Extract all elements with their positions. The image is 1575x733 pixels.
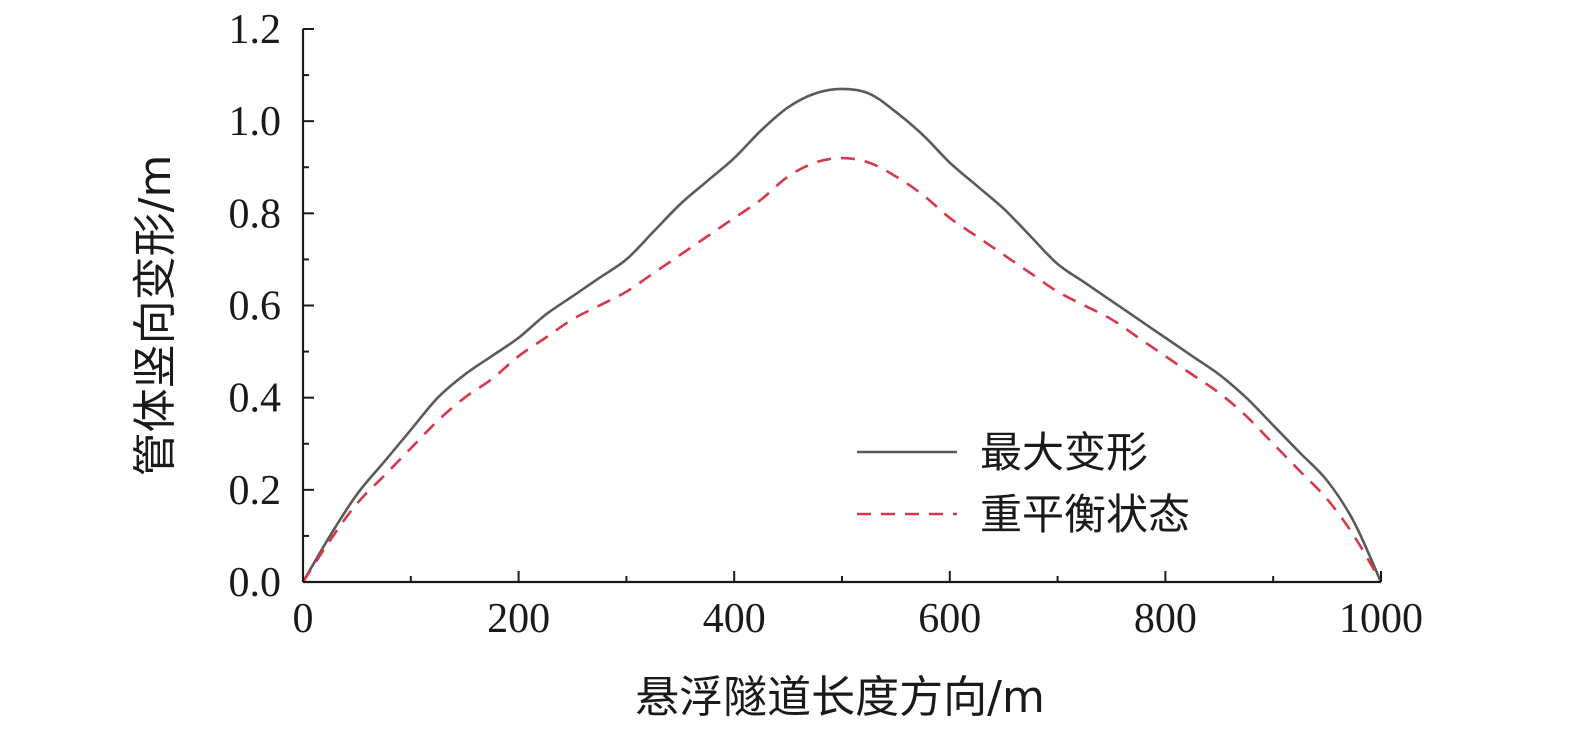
x-tick-label: 1000	[1339, 596, 1423, 642]
x-tick-label: 400	[703, 596, 766, 642]
plot-area	[301, 87, 1383, 583]
legend-label-1: 最大变形	[980, 428, 1148, 477]
y-tick-label: 1.0	[229, 99, 282, 145]
y-tick-label: 0.0	[229, 560, 282, 606]
axes: 0.0 0.2 0.4 0.6 0.8 1.0 1.2 0 200 400 600 800 1000	[229, 7, 1424, 642]
x-tick-label: 800	[1134, 596, 1197, 642]
x-tick-label: 0	[293, 596, 314, 642]
y-tick-label: 0.4	[229, 376, 282, 422]
x-axis-title: 悬浮隧道长度方向/m	[635, 672, 1045, 723]
x-tick-label: 600	[918, 596, 981, 642]
y-axis-title: 管体竖向变形/m	[130, 155, 181, 477]
series-line-2	[301, 156, 1383, 583]
y-tick-label: 0.2	[229, 468, 282, 514]
y-tick-label: 1.2	[229, 7, 282, 53]
legend-label-2: 重平衡状态	[980, 490, 1190, 539]
y-tick-label: 0.8	[229, 191, 282, 237]
series-line-1	[301, 87, 1383, 583]
y-tick-label: 0.6	[229, 284, 282, 330]
x-tick-label: 200	[487, 596, 550, 642]
